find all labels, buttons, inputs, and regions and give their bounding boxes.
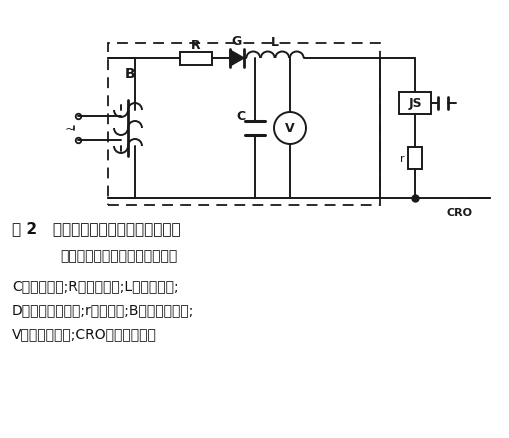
Bar — [108, 44, 379, 205]
Text: L: L — [270, 35, 278, 48]
Text: R: R — [191, 39, 201, 52]
Bar — [407, 148, 421, 170]
Text: C: C — [236, 110, 245, 123]
Text: 图 2   标准冲击电流检测法的原理接线: 图 2 标准冲击电流检测法的原理接线 — [12, 220, 180, 236]
Text: V: V — [285, 122, 294, 135]
Bar — [180, 53, 212, 65]
Text: （虚线框内为冲击电流发生器）: （虚线框内为冲击电流发生器） — [60, 248, 177, 262]
Text: r: r — [399, 154, 404, 164]
Text: V－静电电压表;CRO－高压示波器: V－静电电压表;CRO－高压示波器 — [12, 326, 157, 340]
Text: ~: ~ — [65, 122, 75, 135]
Text: D－整流硅二极管;r－分流器;B－试验变压器;: D－整流硅二极管;r－分流器;B－试验变压器; — [12, 302, 194, 316]
Text: JS: JS — [407, 97, 421, 110]
Polygon shape — [230, 51, 243, 67]
Text: C－充电电容;R－充电电阻;L－阻尼电感;: C－充电电容;R－充电电阻;L－阻尼电感; — [12, 279, 178, 292]
Text: B: B — [124, 67, 135, 81]
Text: CRO: CRO — [446, 208, 472, 218]
Bar — [398, 93, 430, 115]
Text: G: G — [232, 35, 242, 47]
